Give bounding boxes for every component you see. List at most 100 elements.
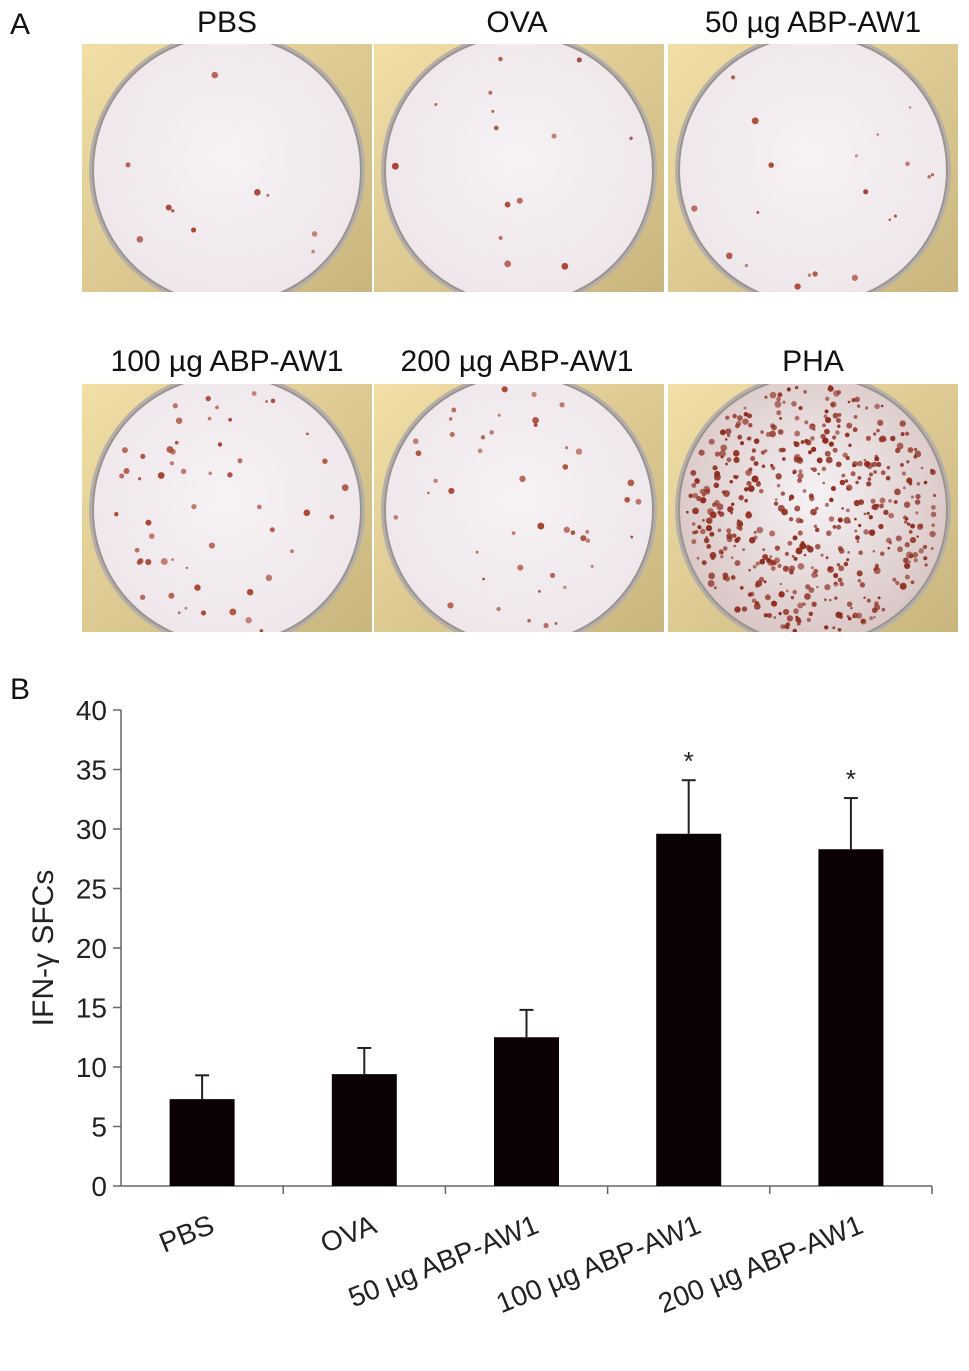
spot	[311, 231, 318, 237]
spot	[853, 414, 858, 419]
spot	[797, 530, 803, 536]
spot	[797, 472, 804, 480]
spot	[691, 522, 696, 526]
spot	[856, 570, 863, 577]
bar	[818, 849, 884, 1186]
spot	[810, 467, 814, 471]
spot	[700, 528, 706, 535]
well-svg	[668, 384, 958, 632]
spot	[812, 271, 818, 277]
spot	[820, 553, 824, 557]
spot	[833, 572, 839, 579]
spot	[719, 429, 726, 436]
spot	[691, 205, 698, 212]
spot	[791, 401, 797, 407]
spot	[866, 511, 870, 515]
spot	[709, 531, 715, 537]
spot	[802, 489, 807, 493]
spot	[735, 474, 739, 479]
spot	[837, 412, 842, 417]
spot	[912, 551, 919, 558]
spot	[752, 564, 757, 569]
spot	[246, 588, 254, 596]
well-image-200ug	[374, 384, 664, 632]
spot	[879, 503, 884, 509]
spot	[722, 576, 727, 580]
spot	[769, 391, 777, 399]
spot	[924, 563, 928, 567]
spot	[852, 615, 856, 619]
spot	[873, 604, 881, 611]
spot	[855, 480, 859, 485]
spot	[827, 385, 834, 392]
spot	[393, 515, 399, 520]
spot	[477, 448, 483, 454]
spot	[720, 444, 728, 452]
spot	[134, 547, 140, 553]
spot	[125, 162, 131, 168]
spot	[793, 441, 800, 448]
spot	[855, 535, 860, 541]
spot	[489, 430, 494, 435]
spot	[858, 550, 863, 555]
spot	[856, 540, 860, 543]
spot	[874, 456, 880, 462]
spot	[700, 497, 707, 504]
spot	[876, 461, 882, 468]
spot	[903, 501, 911, 508]
spot	[812, 467, 817, 473]
spot	[769, 430, 776, 438]
spot	[724, 438, 728, 441]
well-svg	[374, 44, 664, 292]
spot	[868, 515, 874, 520]
spot	[763, 613, 769, 618]
spot	[813, 568, 819, 574]
spot	[774, 400, 782, 408]
spot	[737, 415, 743, 421]
spot	[169, 461, 174, 466]
spot	[853, 499, 861, 507]
spot	[778, 611, 782, 616]
spot	[726, 528, 732, 534]
well-membrane	[92, 44, 362, 292]
spot	[748, 537, 756, 544]
spot	[863, 512, 867, 516]
spot	[788, 517, 794, 522]
spot	[742, 418, 749, 425]
well-label-pha: PHA	[782, 345, 844, 378]
spot	[835, 430, 840, 435]
spot	[832, 435, 837, 440]
spot	[762, 548, 766, 552]
y-tick-label: 15	[76, 993, 107, 1024]
spot	[751, 475, 759, 483]
spot	[751, 117, 759, 125]
spot	[805, 584, 811, 590]
spot	[880, 470, 886, 476]
spot	[733, 544, 737, 548]
spot	[798, 620, 802, 623]
spot	[847, 400, 851, 404]
spot	[145, 519, 152, 526]
spot	[910, 580, 915, 585]
spot	[875, 503, 880, 508]
spot	[770, 423, 776, 429]
spot	[449, 431, 455, 437]
spot	[165, 204, 172, 211]
spot	[766, 612, 772, 618]
spot	[880, 551, 885, 556]
spot	[846, 615, 850, 618]
well-image-pbs	[82, 44, 372, 292]
spot	[722, 490, 730, 498]
spot	[415, 450, 422, 457]
spot	[692, 507, 699, 515]
spot	[245, 617, 252, 624]
spot	[854, 517, 857, 521]
spot	[852, 427, 858, 433]
spot	[707, 508, 714, 515]
spot	[857, 460, 863, 467]
well-svg	[374, 384, 664, 632]
spot	[847, 550, 850, 554]
spot	[517, 564, 524, 571]
spot	[873, 432, 877, 436]
spot	[824, 396, 830, 401]
